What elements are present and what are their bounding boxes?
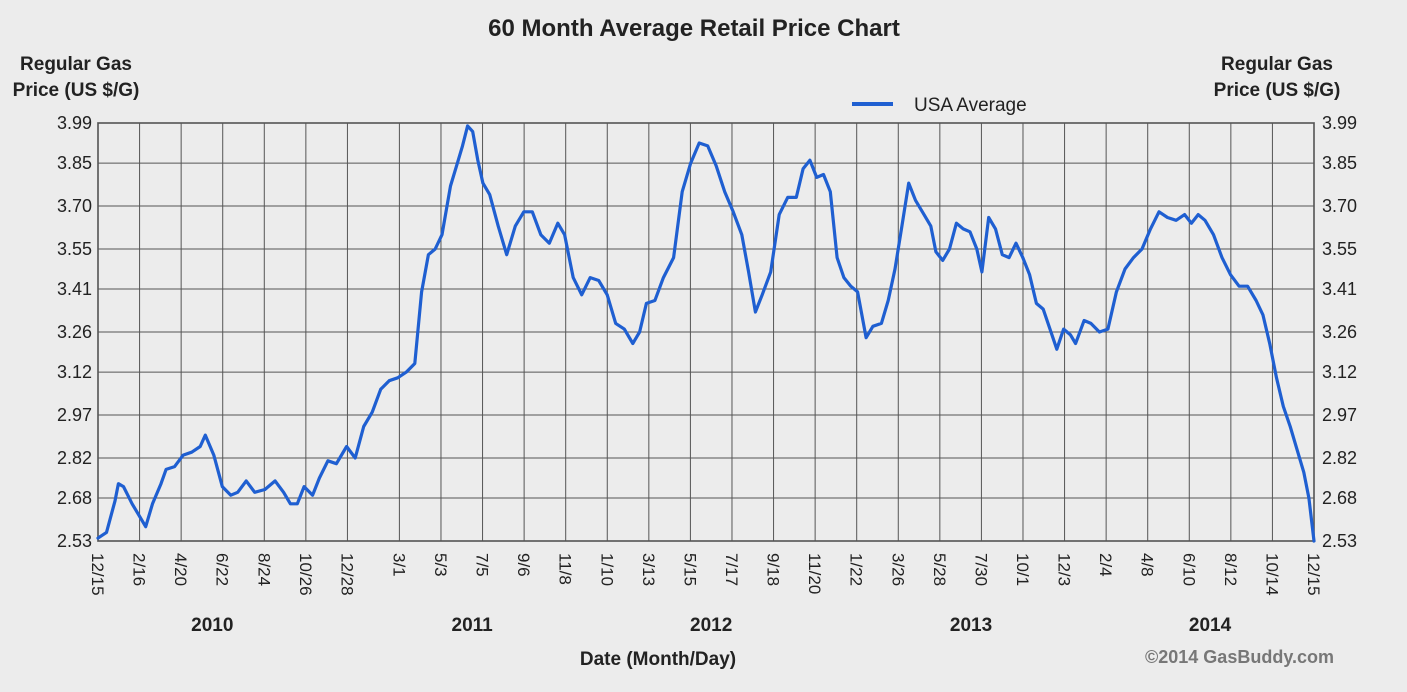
x-tick-label: 7/17 (722, 553, 741, 586)
x-tick-label: 3/13 (639, 553, 658, 586)
x-tick-label: 1/22 (847, 553, 866, 586)
y-tick-label-left: 2.82 (57, 448, 92, 468)
copyright-credit: ©2014 GasBuddy.com (1145, 647, 1334, 667)
y-tick-label-right: 3.41 (1322, 279, 1357, 299)
y-tick-label-left: 3.70 (57, 196, 92, 216)
x-tick-label: 12/15 (1304, 553, 1323, 596)
legend-entry-usa-average: USA Average (914, 95, 1027, 116)
y-tick-label-right: 2.97 (1322, 405, 1357, 425)
y-tick-label-left: 3.26 (57, 322, 92, 342)
x-tick-label: 5/15 (680, 553, 699, 586)
x-tick-label: 11/8 (556, 553, 575, 585)
x-tick-label: 8/24 (254, 553, 273, 586)
x-tick-label: 2/16 (130, 553, 149, 586)
y-tick-label-left: 2.53 (57, 531, 92, 551)
y-axis-label-right-line1: Regular Gas (1221, 54, 1333, 75)
x-tick-label: 8/12 (1221, 553, 1240, 586)
year-label: 2012 (690, 615, 732, 636)
y-tick-label-right: 3.55 (1322, 239, 1357, 259)
x-axis-ticks: 12/15 2/16 4/20 6/22 8/24 10/26 12/28 3/1 5/3 7/5… (88, 553, 1323, 596)
legend: USA Average (852, 95, 1027, 116)
x-tick-label: 5/3 (431, 553, 450, 577)
year-label: 2011 (452, 615, 494, 636)
x-tick-label: 9/18 (764, 553, 783, 586)
x-tick-label: 9/6 (514, 553, 533, 577)
x-axis-label: Date (Month/Day) (580, 649, 736, 670)
x-tick-label: 1/10 (597, 553, 616, 586)
y-tick-label-left: 3.85 (57, 153, 92, 173)
x-tick-label: 2/4 (1096, 553, 1115, 577)
y-tick-label-right: 3.85 (1322, 153, 1357, 173)
x-tick-label: 4/20 (171, 553, 190, 586)
x-tick-label: 12/3 (1055, 553, 1074, 586)
y-tick-label-left: 3.41 (57, 279, 92, 299)
y-tick-label-right: 3.70 (1322, 196, 1357, 216)
y-tick-label-right: 2.82 (1322, 448, 1357, 468)
chart-title: 60 Month Average Retail Price Chart (488, 15, 900, 42)
y-axis-label-right-line2: Price (US $/G) (1214, 80, 1341, 101)
x-tick-label: 3/26 (888, 553, 907, 586)
x-tick-label: 4/8 (1138, 553, 1157, 577)
year-label: 2010 (191, 615, 233, 636)
y-tick-label-left: 3.99 (57, 113, 92, 133)
y-tick-label-left: 2.68 (57, 488, 92, 508)
y-tick-label-left: 2.97 (57, 405, 92, 425)
x-tick-label: 7/5 (473, 553, 492, 577)
x-tick-label: 12/28 (337, 553, 356, 596)
y-tick-label-left: 3.12 (57, 362, 92, 382)
year-label: 2013 (950, 615, 992, 636)
x-tick-label: 3/1 (389, 553, 408, 577)
series-line-usa-average (96, 124, 1316, 543)
x-tick-label: 6/10 (1179, 553, 1198, 586)
y-tick-label-right: 3.12 (1322, 362, 1357, 382)
year-labels: 2010 2011 2012 2013 2014 (191, 615, 1231, 636)
x-tick-label: 11/20 (805, 553, 824, 594)
y-tick-label-right: 2.53 (1322, 531, 1357, 551)
x-tick-label: 10/14 (1262, 553, 1281, 596)
y-tick-label-right: 3.26 (1322, 322, 1357, 342)
y-axis-label-left-line2: Price (US $/G) (13, 80, 140, 101)
x-tick-label: 6/22 (213, 553, 232, 586)
year-label: 2014 (1189, 615, 1232, 636)
y-axis-label-left-line1: Regular Gas (20, 54, 132, 75)
x-tick-label: 10/26 (296, 553, 315, 596)
y-axis-ticks: 3.99 3.99 3.85 3.85 3.70 3.70 3.55 3.55 3.41 3.41… (57, 113, 1357, 551)
x-tick-label: 10/1 (1013, 553, 1032, 586)
y-tick-label-right: 3.99 (1322, 113, 1357, 133)
x-tick-label: 12/15 (88, 553, 107, 596)
x-tick-label: 7/30 (971, 553, 990, 586)
y-tick-label-left: 3.55 (57, 239, 92, 259)
y-tick-label-right: 2.68 (1322, 488, 1357, 508)
grid (97, 122, 1315, 542)
x-tick-label: 5/28 (930, 553, 949, 586)
